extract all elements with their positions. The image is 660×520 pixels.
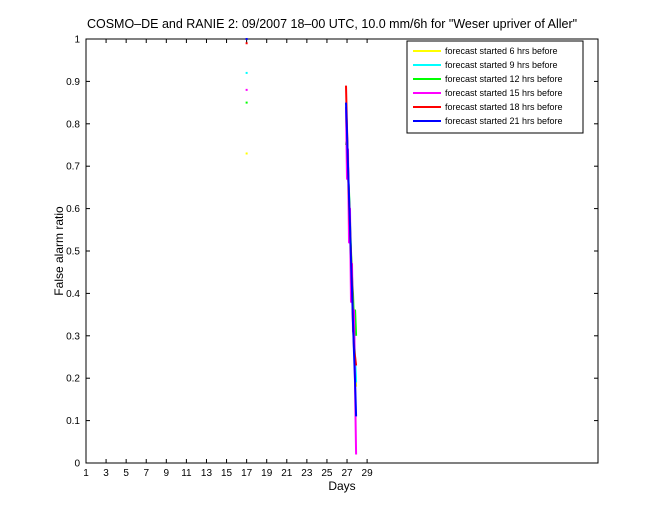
x-tick-label: 17 [241, 468, 253, 479]
x-tick-label: 25 [321, 468, 333, 479]
y-tick-label: 0.8 [66, 119, 80, 130]
y-tick-label: 0 [74, 459, 80, 470]
x-axis-label: Days [328, 479, 355, 493]
legend-entry-label: forecast started 18 hrs before [445, 102, 563, 112]
series-6 [245, 38, 358, 417]
x-tick-label: 27 [341, 468, 353, 479]
x-tick-label: 5 [123, 468, 129, 479]
x-tick-label: 3 [103, 468, 109, 479]
y-axis-label: False alarm ratio [52, 206, 66, 296]
legend: forecast started 6 hrs before forecast st… [406, 40, 584, 134]
x-tick-label: 1 [83, 468, 89, 479]
legend-box [406, 40, 584, 134]
x-tick-label: 11 [181, 468, 192, 479]
y-tick-label: 0.1 [66, 416, 80, 427]
legend-entry-label: forecast started 6 hrs before [445, 46, 558, 56]
chart-title: COSMO–DE and RANIE 2: 09/2007 18–00 UTC,… [87, 17, 577, 31]
x-tick-label: 13 [201, 468, 213, 479]
legend-entry-label: forecast started 21 hrs before [445, 116, 563, 126]
legend-entry-label: forecast started 15 hrs before [445, 88, 563, 98]
x-tick-label: 19 [261, 468, 273, 479]
y-tick-label: 0.6 [66, 204, 80, 215]
y-tick-label: 0.3 [66, 331, 80, 342]
series-layer [245, 38, 358, 455]
legend-entry-label: forecast started 12 hrs before [445, 74, 563, 84]
x-tick-label: 29 [362, 468, 374, 479]
y-tick-label: 0.9 [66, 77, 80, 88]
x-axis: 1 3 5 7 9 11 13 15 17 19 21 23 25 27 29 [83, 39, 373, 479]
y-tick-label: 1 [74, 35, 80, 46]
x-tick-label: 21 [281, 468, 293, 479]
y-tick-label: 0.5 [66, 247, 80, 258]
y-tick-label: 0.7 [66, 162, 80, 173]
y-tick-label: 0.2 [66, 374, 80, 385]
y-tick-label: 0.4 [66, 289, 80, 300]
series-line [345, 102, 358, 417]
x-tick-label: 9 [164, 468, 170, 479]
y-axis: 0 0.1 0.2 0.3 0.4 0.5 0.6 0.7 0.8 0.9 1 [66, 35, 598, 470]
x-tick-label: 15 [221, 468, 233, 479]
legend-entry-label: forecast started 9 hrs before [445, 60, 558, 70]
x-tick-label: 7 [143, 468, 149, 479]
x-tick-label: 23 [301, 468, 313, 479]
